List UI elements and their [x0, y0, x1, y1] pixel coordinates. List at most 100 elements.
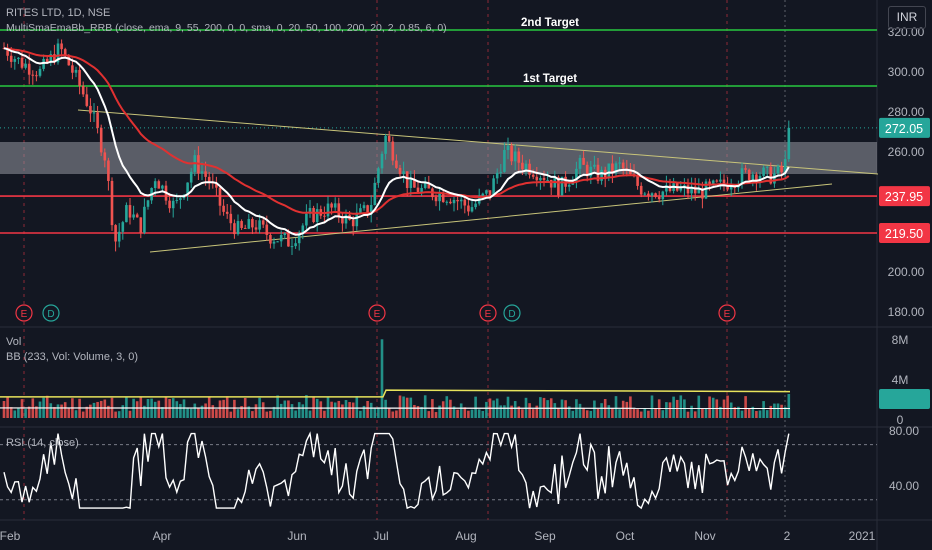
volume-bar [708, 396, 711, 418]
price-tick: 180.00 [888, 305, 925, 319]
candle-body [647, 193, 650, 196]
candle-body [456, 199, 459, 202]
volume-bar [92, 402, 96, 418]
volume-bar [362, 405, 366, 418]
candle-body [582, 157, 585, 165]
volume-bar [236, 409, 240, 418]
volume-bar [665, 402, 668, 418]
support-level-1-badge [879, 186, 930, 207]
candle-body [661, 191, 665, 200]
volume-bar [629, 396, 632, 418]
volume-bar [589, 410, 593, 418]
candle-body [773, 173, 776, 184]
price-tick: 260.00 [888, 145, 925, 159]
volume-bar [351, 402, 355, 418]
volume-bar [121, 405, 125, 418]
candle-body [254, 227, 258, 230]
candle-body [711, 180, 715, 184]
price-tick: 300.00 [888, 65, 925, 79]
candle-body [708, 181, 711, 184]
volume-bar [675, 399, 679, 418]
candle-body [747, 169, 751, 181]
volume-bar [517, 406, 521, 418]
candle-body [27, 63, 31, 75]
volume-bar [380, 339, 384, 418]
candle-body [639, 185, 643, 195]
candle-body [567, 184, 571, 187]
support-level-2-badge [879, 223, 930, 243]
volume-bar [269, 410, 272, 418]
volume-bar [276, 395, 279, 418]
candle-body [395, 160, 398, 168]
candle-body [362, 205, 366, 209]
candle-body [312, 207, 315, 223]
volume-bar [319, 401, 323, 418]
candle-body [517, 151, 521, 163]
volume-tick: 0 [897, 413, 904, 427]
candle-body [146, 200, 150, 207]
ema-fast-line [3, 47, 790, 236]
candle-body [780, 165, 783, 173]
volume-bar [503, 405, 506, 418]
volume-bar [611, 407, 614, 418]
volume-tick: 4M [892, 373, 909, 387]
candle-body [31, 74, 35, 76]
candle-body [474, 203, 477, 208]
candle-body [135, 214, 139, 218]
candle-body [9, 55, 13, 62]
candle-body [377, 168, 380, 183]
candle-body [179, 198, 182, 200]
time-tick: Nov [694, 529, 715, 543]
candle-body [89, 105, 92, 114]
volume-bar [287, 400, 290, 418]
candle-body [510, 145, 513, 162]
candle-body [593, 164, 596, 167]
candlesticks[interactable] [2, 38, 791, 256]
candle-body [315, 209, 319, 223]
time-tick: Aug [455, 529, 476, 543]
event-marker-label: E [485, 309, 492, 320]
volume-bar [366, 400, 369, 418]
event-marker-label: E [724, 309, 731, 320]
volume-bar [240, 406, 243, 418]
currency-button[interactable]: INR [888, 6, 926, 29]
volume-bar [27, 406, 31, 418]
candle-body [215, 183, 218, 188]
time-tick: Feb [0, 529, 21, 543]
candle-body [704, 181, 708, 199]
volume-bar [373, 407, 377, 418]
volume-bar [107, 405, 110, 418]
volume-bar [355, 396, 359, 418]
volume-bar [13, 410, 17, 418]
candle-body [265, 224, 269, 235]
candle-body [384, 135, 387, 154]
candle-body [369, 204, 373, 215]
candle-body [247, 219, 251, 229]
volume-bar [157, 400, 161, 418]
volume-bar [369, 402, 373, 418]
candle-body [92, 112, 96, 114]
time-tick: Jul [373, 529, 388, 543]
candle-body [341, 217, 344, 224]
candle-body [686, 185, 690, 194]
candle-body [463, 199, 467, 206]
candle-body [171, 200, 175, 209]
candle-body [294, 243, 297, 247]
volume-bar [427, 411, 431, 418]
volume-bar [265, 411, 269, 418]
candle-body [63, 49, 67, 55]
volume-bar [211, 405, 215, 418]
candle-body [521, 162, 524, 170]
volume-bar [225, 396, 229, 418]
event-marker-label: E [374, 309, 381, 320]
candle-body [229, 213, 233, 224]
candle-body [755, 174, 758, 182]
volume-bar [63, 402, 67, 418]
volume-bar [24, 408, 27, 418]
candle-body [459, 199, 463, 202]
volume-bar [661, 410, 665, 418]
volume-bar [492, 400, 495, 418]
candle-body [758, 175, 762, 182]
